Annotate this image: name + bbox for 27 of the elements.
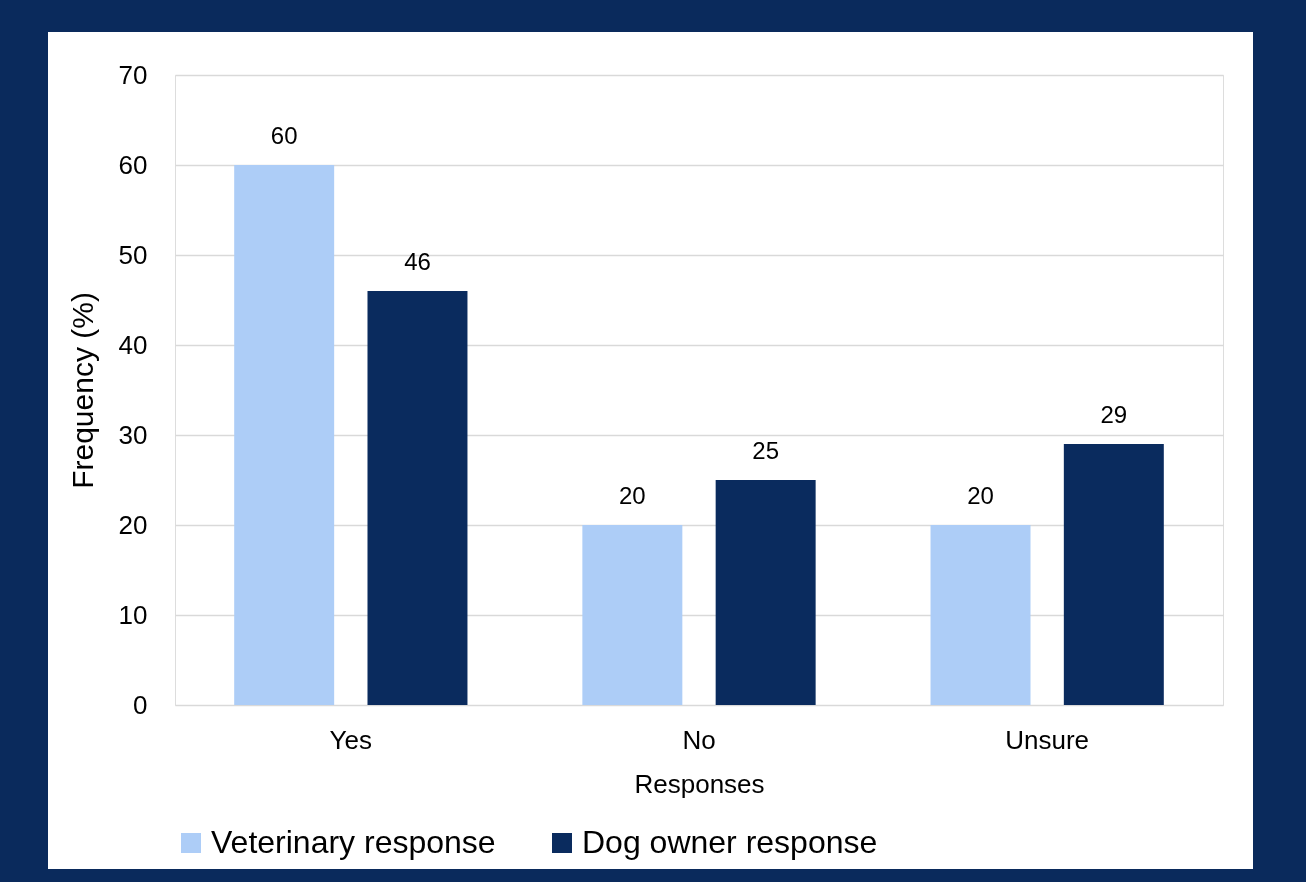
y-tick-label: 70 (118, 59, 148, 90)
x-tick-label: No (682, 724, 716, 755)
y-tick-label: 40 (118, 329, 148, 360)
legend-label: Dog owner response (582, 824, 878, 860)
x-tick-label: Yes (329, 724, 373, 755)
bar (582, 525, 683, 705)
x-tick-label: Unsure (1005, 724, 1090, 755)
bar (930, 525, 1031, 705)
data-label: 20 (967, 482, 994, 509)
y-axis-title: Frequency (%) (65, 292, 99, 489)
x-axis-title: Responses (634, 768, 765, 799)
y-tick-label: 60 (118, 149, 148, 180)
data-label: 60 (270, 122, 298, 149)
y-tick-label: 50 (118, 239, 148, 270)
bar (367, 291, 468, 705)
legend-label: Veterinary response (211, 824, 496, 860)
y-tick-label: 10 (118, 599, 148, 630)
y-tick-label: 20 (118, 509, 148, 540)
bar (234, 165, 335, 705)
y-tick-label: 0 (133, 689, 148, 720)
data-label: 25 (752, 437, 779, 464)
data-label: 29 (1100, 401, 1128, 428)
data-label: 46 (404, 248, 431, 275)
bar (1063, 444, 1164, 705)
data-label: 20 (619, 482, 646, 509)
y-tick-label: 30 (118, 419, 148, 450)
bar (715, 480, 816, 705)
